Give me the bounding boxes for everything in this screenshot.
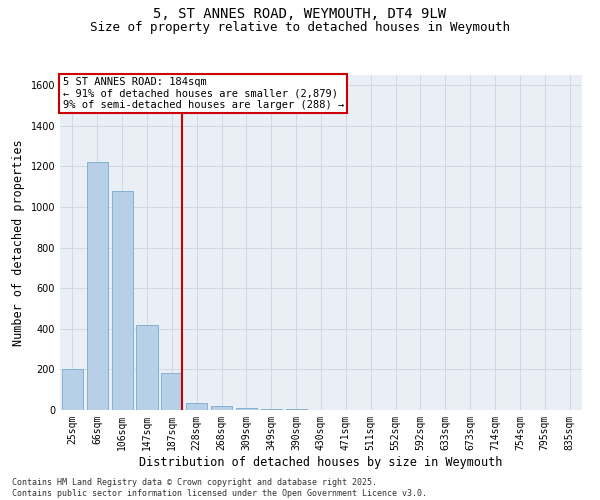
Bar [136, 324, 158, 410]
Text: Size of property relative to detached houses in Weymouth: Size of property relative to detached ho… [90, 21, 510, 34]
Bar [261, 409, 282, 410]
Bar [87, 162, 108, 410]
Text: 5, ST ANNES ROAD, WEYMOUTH, DT4 9LW: 5, ST ANNES ROAD, WEYMOUTH, DT4 9LW [154, 8, 446, 22]
Bar [161, 374, 182, 410]
Bar [62, 370, 83, 410]
Text: Contains HM Land Registry data © Crown copyright and database right 2025.
Contai: Contains HM Land Registry data © Crown c… [12, 478, 427, 498]
Y-axis label: Number of detached properties: Number of detached properties [12, 139, 25, 346]
Text: 5 ST ANNES ROAD: 184sqm
← 91% of detached houses are smaller (2,879)
9% of semi-: 5 ST ANNES ROAD: 184sqm ← 91% of detache… [62, 76, 344, 110]
Bar [186, 403, 207, 410]
Bar [211, 406, 232, 410]
X-axis label: Distribution of detached houses by size in Weymouth: Distribution of detached houses by size … [139, 456, 503, 468]
Bar [236, 408, 257, 410]
Bar [286, 409, 307, 410]
Bar [112, 190, 133, 410]
